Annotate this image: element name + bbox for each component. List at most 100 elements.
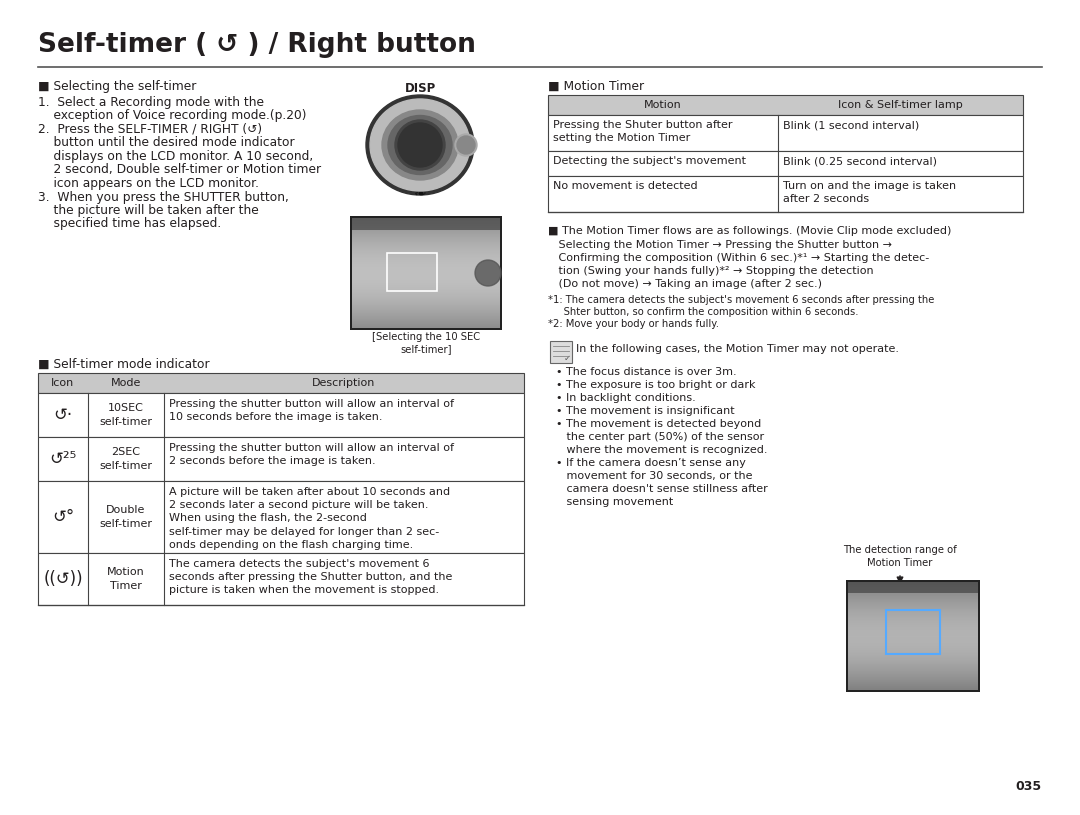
Text: the center part (50%) of the sensor: the center part (50%) of the sensor — [556, 432, 765, 442]
Text: ↺°: ↺° — [52, 508, 75, 526]
Bar — [352, 287, 500, 288]
Bar — [352, 289, 500, 290]
Circle shape — [475, 260, 501, 286]
Bar — [38, 437, 524, 481]
Bar — [848, 590, 978, 591]
Bar — [352, 232, 500, 233]
Bar — [352, 225, 500, 226]
Bar — [352, 246, 500, 247]
Bar — [848, 589, 978, 590]
Bar — [352, 250, 500, 251]
Bar — [352, 284, 500, 285]
Bar — [352, 280, 500, 281]
Bar — [848, 614, 978, 615]
Bar — [352, 218, 500, 230]
Bar — [848, 687, 978, 688]
Bar — [848, 611, 978, 612]
Text: 1.  Select a Recording mode with the: 1. Select a Recording mode with the — [38, 96, 264, 109]
Bar — [352, 252, 500, 253]
Bar — [848, 658, 978, 659]
Bar — [848, 646, 978, 647]
Bar — [550, 341, 572, 363]
Text: Motion
Timer: Motion Timer — [107, 567, 145, 591]
Ellipse shape — [366, 95, 474, 195]
Text: Motion Timer: Motion Timer — [867, 558, 933, 568]
Bar — [848, 603, 978, 604]
Bar — [352, 306, 500, 307]
Bar — [848, 657, 978, 658]
Text: exception of Voice recording mode.(p.20): exception of Voice recording mode.(p.20) — [38, 109, 307, 122]
Bar — [848, 601, 978, 602]
Bar — [848, 663, 978, 664]
Circle shape — [395, 120, 445, 170]
Bar — [352, 219, 500, 220]
Bar — [352, 295, 500, 296]
Text: ⎕⎕⎕: ⎕⎕⎕ — [962, 583, 974, 588]
Ellipse shape — [370, 99, 470, 191]
Bar — [352, 240, 500, 241]
Bar — [352, 319, 500, 320]
Text: ❧: ❧ — [414, 186, 427, 200]
Bar — [352, 299, 500, 300]
Bar — [848, 593, 978, 594]
Bar — [848, 615, 978, 616]
Bar — [352, 263, 500, 264]
Bar — [848, 682, 978, 683]
Bar — [352, 296, 500, 297]
Bar — [38, 373, 524, 393]
Bar — [848, 608, 978, 609]
Bar — [352, 282, 500, 283]
Bar — [352, 323, 500, 324]
Text: Confirming the composition (Within 6 sec.)*¹ → Starting the detec-: Confirming the composition (Within 6 sec… — [548, 253, 929, 263]
Bar — [352, 248, 500, 249]
Bar — [848, 634, 978, 635]
Bar — [38, 481, 524, 553]
Bar — [848, 612, 978, 613]
Bar — [848, 596, 978, 597]
Text: ↺: ↺ — [484, 268, 492, 278]
Bar — [848, 636, 978, 637]
Text: ⚡: ⚡ — [367, 138, 379, 156]
Bar — [848, 640, 978, 641]
Bar — [548, 95, 1023, 115]
Text: • The movement is insignificant: • The movement is insignificant — [556, 406, 734, 416]
Bar — [848, 639, 978, 640]
Text: 3.  When you press the SHUTTER button,: 3. When you press the SHUTTER button, — [38, 191, 288, 204]
Text: Detecting the subject's movement: Detecting the subject's movement — [553, 156, 746, 166]
Text: ↺: ↺ — [461, 140, 471, 150]
Bar — [352, 320, 500, 321]
Bar — [848, 635, 978, 636]
Text: • The movement is detected beyond: • The movement is detected beyond — [556, 419, 761, 429]
Text: Pressing the shutter button will allow an interval of
10 seconds before the imag: Pressing the shutter button will allow a… — [168, 399, 454, 422]
Bar — [352, 302, 500, 303]
Bar — [848, 637, 978, 638]
Bar — [848, 606, 978, 607]
Text: • The focus distance is over 3m.: • The focus distance is over 3m. — [556, 367, 737, 377]
Text: ((↺)): ((↺)) — [43, 570, 83, 588]
Bar — [848, 668, 978, 669]
Text: Motion: Motion — [644, 100, 681, 110]
Bar — [352, 293, 500, 294]
Bar — [352, 301, 500, 302]
Text: movement for 30 seconds, or the: movement for 30 seconds, or the — [556, 471, 753, 481]
Bar — [848, 644, 978, 645]
Bar — [848, 595, 978, 596]
Bar — [352, 238, 500, 239]
Bar — [352, 220, 500, 221]
Text: [Selecting the 10 SEC: [Selecting the 10 SEC — [372, 332, 481, 342]
Bar — [352, 292, 500, 293]
Bar — [848, 660, 978, 661]
Bar — [848, 604, 978, 605]
Bar — [848, 600, 978, 601]
Bar — [548, 176, 1023, 212]
Text: displays on the LCD monitor. A 10 second,: displays on the LCD monitor. A 10 second… — [38, 150, 313, 163]
Bar — [848, 619, 978, 620]
Text: ▶: ▶ — [851, 583, 856, 589]
Bar — [848, 655, 978, 656]
Bar — [352, 278, 500, 279]
Bar — [848, 649, 978, 650]
Bar — [848, 638, 978, 639]
Bar — [352, 244, 500, 245]
Bar — [352, 241, 500, 242]
Bar — [848, 617, 978, 618]
